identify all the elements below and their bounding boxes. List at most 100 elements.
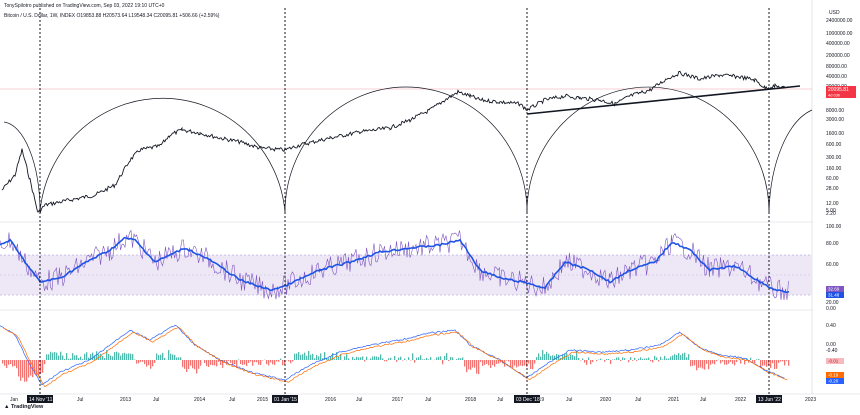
macd-histogram-bar xyxy=(110,355,112,360)
cycle-arc-left-edge xyxy=(3,121,41,213)
time-axis-label: 2023 xyxy=(805,397,816,403)
macd-histogram-bar xyxy=(216,360,218,367)
macd-hist-tag xyxy=(826,358,844,364)
macd-histogram-bar xyxy=(426,357,428,360)
macd-histogram-bar xyxy=(488,360,490,366)
macd-histogram-bar xyxy=(520,360,522,366)
macd-histogram-bar xyxy=(638,358,640,360)
macd-histogram-bar xyxy=(382,358,384,360)
macd-histogram-bar xyxy=(104,358,106,360)
macd-histogram-bar xyxy=(102,355,104,360)
macd-histogram-bar xyxy=(274,360,276,365)
macd-histogram-bar xyxy=(516,360,518,368)
macd-histogram-bar xyxy=(212,360,214,366)
macd-histogram-bar xyxy=(182,360,184,368)
macd-histogram-bar xyxy=(192,360,194,369)
macd-histogram-bar xyxy=(256,360,258,363)
macd-line-tag xyxy=(826,378,844,384)
macd-histogram-bar xyxy=(662,359,664,360)
macd-histogram-bar xyxy=(586,360,588,365)
macd-histogram-bar xyxy=(206,360,208,366)
macd-histogram-bar xyxy=(118,352,120,360)
price-axis-label: 8000.00 xyxy=(826,108,844,114)
macd-axis-label: -0.40 xyxy=(826,348,838,354)
macd-histogram-bar xyxy=(254,360,256,363)
macd-histogram-bar xyxy=(478,360,480,375)
time-axis-label: 2014 xyxy=(194,397,205,403)
macd-histogram-bar xyxy=(40,360,42,374)
rsi-axis-label: 60.00 xyxy=(826,262,839,268)
macd-histogram-bar xyxy=(740,360,742,364)
macd-histogram-bar xyxy=(74,355,76,360)
macd-histogram-bar xyxy=(372,356,374,360)
macd-histogram-bar xyxy=(24,360,26,382)
macd-histogram-bar xyxy=(716,360,718,362)
macd-histogram-bar xyxy=(644,358,646,360)
macd-histogram-bar xyxy=(582,358,584,360)
macd-histogram-bar xyxy=(170,353,172,360)
macd-histogram-bar xyxy=(388,358,390,360)
macd-histogram-bar xyxy=(328,358,330,360)
macd-histogram-bar xyxy=(326,357,328,360)
macd-histogram-bar xyxy=(642,359,644,360)
macd-histogram-bar xyxy=(84,353,86,360)
macd-histogram-bar xyxy=(624,358,626,360)
cycle-arcs xyxy=(3,86,813,213)
macd-histogram-bar xyxy=(22,360,24,378)
macd-histogram-bar xyxy=(128,353,130,360)
time-axis-label: Jul xyxy=(497,397,503,403)
price-axis-label: 60.00 xyxy=(826,176,839,182)
macd-histogram-bar xyxy=(440,356,442,360)
macd-histogram-bar xyxy=(26,360,28,382)
macd-histogram-bar xyxy=(90,354,92,360)
macd-histogram-bar xyxy=(396,360,398,362)
macd-histogram-bar xyxy=(596,360,598,362)
price-axis-label: 28.00 xyxy=(826,186,839,192)
time-axis-labels[interactable]: Jan Jul 2013 Jul 2014 Jul 2015 Jul 2016 Jul 2017 Ju… xyxy=(10,397,816,403)
macd-histogram-bar xyxy=(786,360,788,361)
macd-histogram-bar xyxy=(686,357,688,360)
macd-signal-value: -0.19 xyxy=(828,373,839,378)
macd-histogram-bar xyxy=(218,360,220,362)
macd-histogram-bar xyxy=(766,360,768,367)
macd-histogram-bar xyxy=(236,360,238,368)
macd-histogram-bar xyxy=(112,356,114,360)
rsi-value-a: 32.69 xyxy=(828,287,840,292)
macd-histogram-bar xyxy=(156,353,158,360)
macd-histogram-bar xyxy=(290,360,292,364)
rsi-axis-labels[interactable]: 100.00 80.00 60.00 20.000.00 xyxy=(826,224,842,312)
macd-histogram-bar xyxy=(276,360,278,362)
macd-histogram-bar xyxy=(180,357,182,360)
macd-histogram-bar xyxy=(232,360,234,366)
macd-histogram-bar xyxy=(616,357,618,360)
macd-histogram-bar xyxy=(164,357,166,360)
macd-histogram-bar xyxy=(714,360,716,365)
macd-histogram-bar xyxy=(46,354,48,360)
macd-histogram-bar xyxy=(610,360,612,365)
macd-histogram-bar xyxy=(150,360,152,369)
macd-histogram-bar xyxy=(190,360,192,366)
macd-histogram-bar xyxy=(142,360,144,362)
macd-histogram-bar xyxy=(188,360,190,369)
time-marker-label: 14 Nov '11 xyxy=(29,397,53,403)
macd-histogram-bar xyxy=(754,360,756,364)
macd-histogram-bar xyxy=(296,353,298,360)
macd-histogram-bar xyxy=(640,357,642,360)
macd-axis-labels[interactable]: 0.40 0.00-0.40 xyxy=(826,323,838,354)
macd-histogram-bar xyxy=(284,360,286,365)
macd-histogram-bar xyxy=(592,360,594,363)
macd-histogram-bar xyxy=(120,355,122,360)
macd-histogram-bar xyxy=(310,354,312,360)
macd-histogram-bar xyxy=(266,360,268,365)
macd-histogram-bar xyxy=(364,360,366,362)
macd-histogram-bar xyxy=(160,354,162,360)
macd-histogram-bar xyxy=(226,360,228,365)
price-axis-labels[interactable]: 2400000.00 1000000.00 400000.00 200000.00 80… xyxy=(826,18,853,217)
macd-histogram-bar xyxy=(278,360,280,362)
macd-histogram-bar xyxy=(776,360,778,369)
macd-histogram-bar xyxy=(316,355,318,360)
macd-histogram-bar xyxy=(132,354,134,360)
rsi-axis-label: 20.00 xyxy=(826,300,839,306)
macd-histogram-bar xyxy=(332,353,334,360)
